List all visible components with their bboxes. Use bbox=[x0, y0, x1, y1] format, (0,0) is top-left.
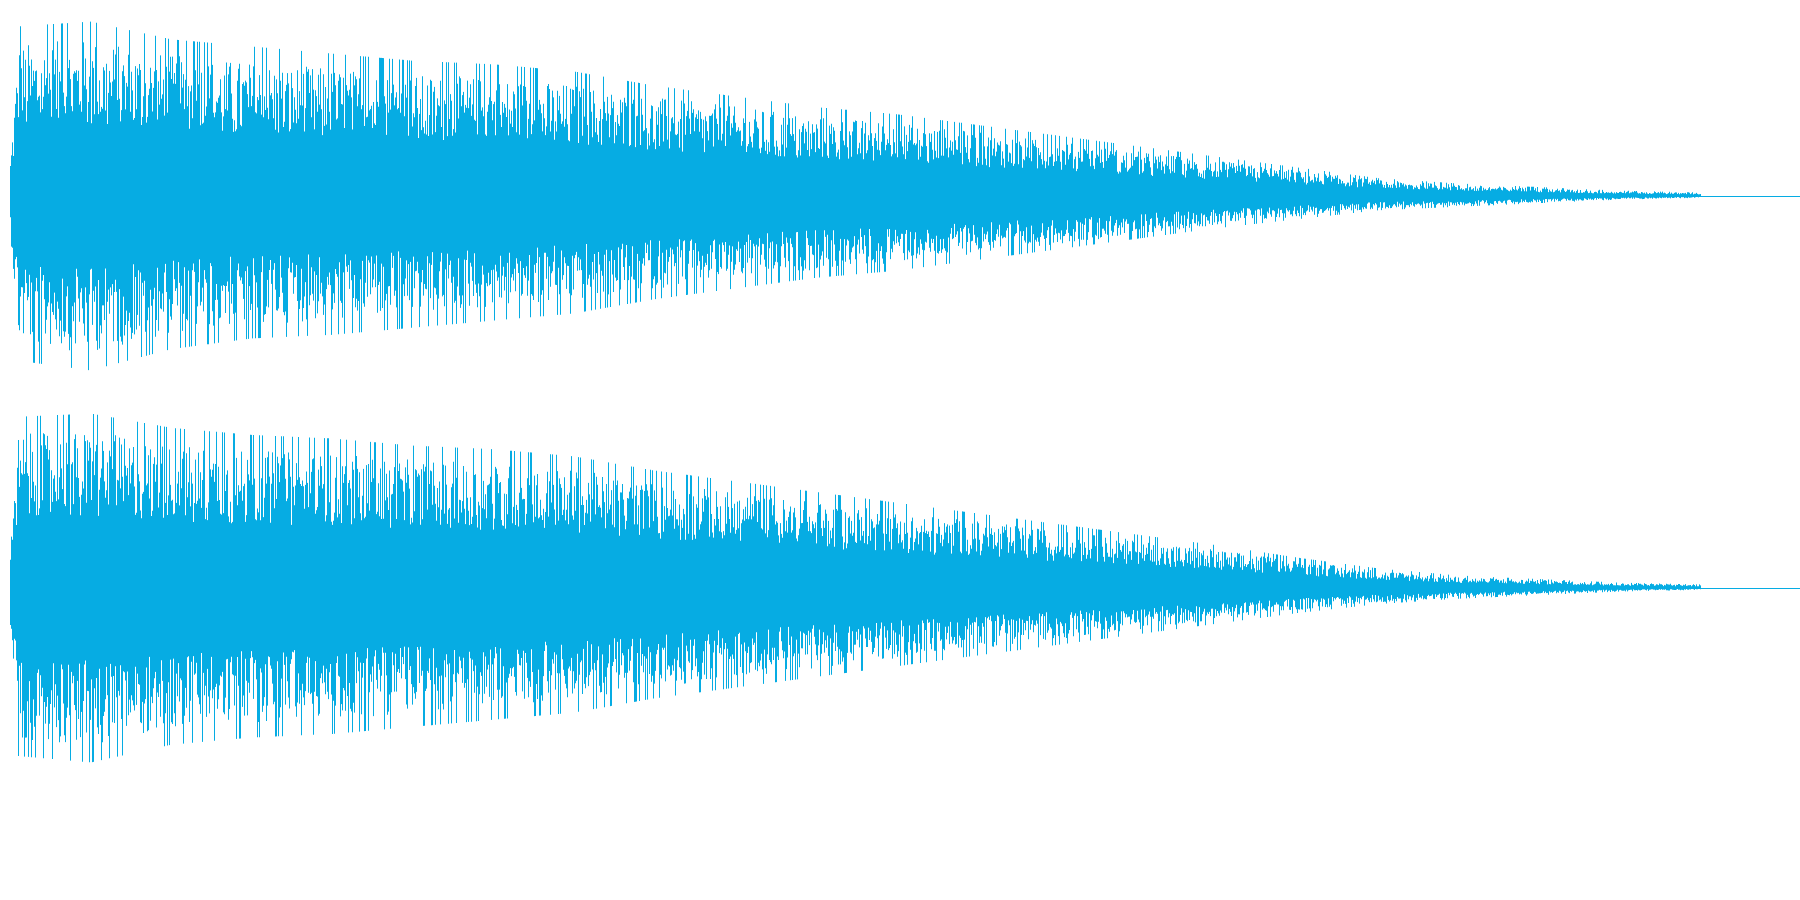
waveform-channel-left bbox=[10, 21, 1800, 371]
waveform-peaks bbox=[10, 21, 1701, 371]
waveform-channel-right bbox=[10, 414, 1800, 763]
waveform-peaks bbox=[10, 414, 1701, 763]
